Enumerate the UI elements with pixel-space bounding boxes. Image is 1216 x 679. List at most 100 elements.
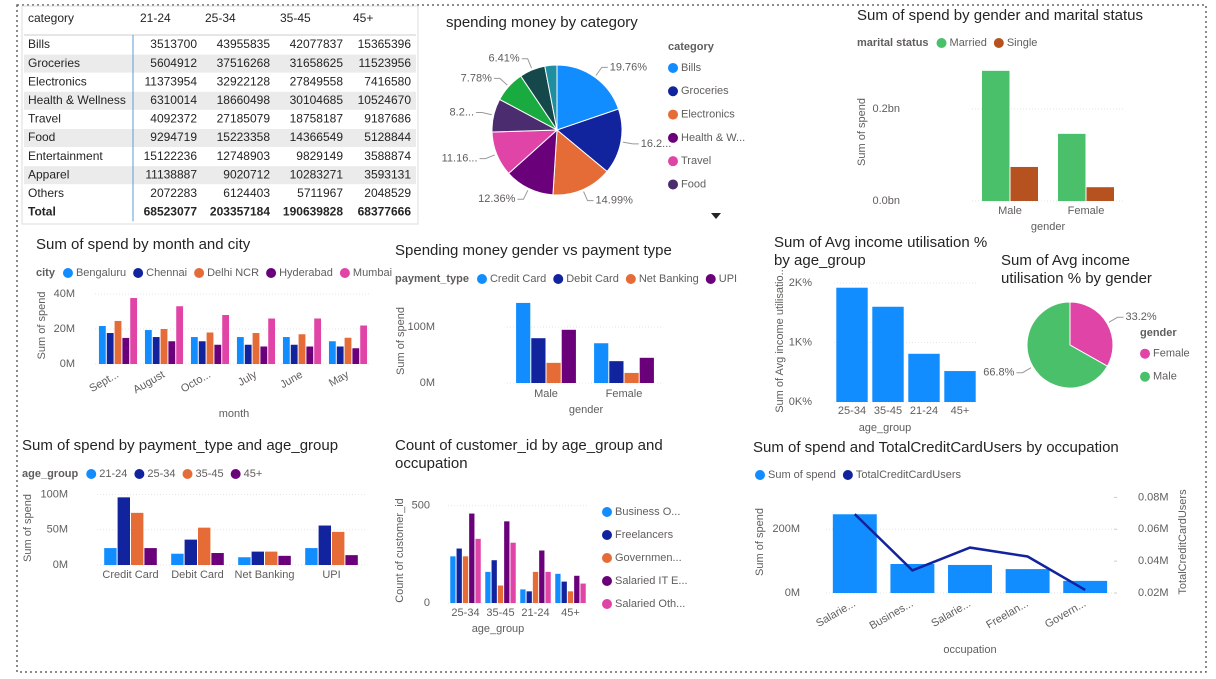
x-axis-title: gender bbox=[569, 404, 604, 416]
row-shade bbox=[24, 166, 416, 185]
bar bbox=[344, 337, 352, 364]
data-label: 11.16... bbox=[442, 153, 478, 165]
x-tick-label: 25-34 bbox=[451, 607, 479, 619]
data-label: 8.2... bbox=[450, 106, 474, 118]
y2-tick-label: 0.02M bbox=[1138, 587, 1169, 599]
legend-marker bbox=[668, 179, 678, 190]
table-cell: 5128844 bbox=[364, 130, 411, 144]
table-header: 45+ bbox=[353, 11, 373, 25]
chart-bar: 0M 50M 100M Sum of spend Credit Card Debit Ca… bbox=[22, 468, 365, 581]
data-label: 33.2% bbox=[1126, 311, 1157, 323]
y2-tick-label: 0.08M bbox=[1138, 491, 1169, 503]
legend-marker bbox=[230, 469, 241, 479]
bar bbox=[144, 330, 152, 364]
y2-axis-title: TotalCreditCardUsers bbox=[1177, 489, 1189, 595]
bar bbox=[318, 525, 331, 565]
bar bbox=[609, 361, 624, 383]
x-tick-label: August bbox=[131, 369, 167, 397]
bar bbox=[1086, 187, 1114, 201]
legend-marker bbox=[602, 599, 612, 609]
data-label: 12.36% bbox=[478, 193, 516, 205]
bar bbox=[510, 542, 516, 603]
pie-slice bbox=[552, 128, 608, 196]
row-label: Travel bbox=[28, 112, 61, 126]
legend-marker bbox=[705, 274, 716, 284]
y-tick-label: 200M bbox=[772, 523, 800, 535]
y-tick-label: 100M bbox=[407, 321, 435, 333]
leader-line bbox=[476, 111, 492, 116]
row-shade bbox=[24, 129, 416, 147]
x-tick-label: Male bbox=[534, 388, 558, 400]
bar bbox=[268, 318, 276, 364]
bar bbox=[328, 341, 336, 364]
table: category 21-24 25-34 35-45 45+ Bills 3513700 43… bbox=[24, 11, 416, 222]
x-tick-label: 25-34 bbox=[838, 405, 866, 417]
leader-line bbox=[595, 66, 608, 76]
y-tick-label: 500 bbox=[412, 500, 430, 512]
bar bbox=[260, 346, 268, 364]
x-tick-label: Sept... bbox=[87, 369, 121, 395]
table-cell: 11373954 bbox=[145, 74, 198, 88]
y-tick-label: 0 bbox=[424, 597, 430, 609]
x-tick-label: Salarie... bbox=[929, 598, 973, 630]
y-tick-label: 0M bbox=[785, 587, 800, 599]
bar bbox=[532, 571, 539, 603]
legend-label: Single bbox=[1007, 37, 1038, 49]
total-cell: 68377666 bbox=[358, 205, 412, 219]
legend-marker bbox=[134, 469, 145, 479]
chart-title: Spending money gender vs payment type bbox=[395, 242, 672, 259]
legend-marker bbox=[668, 156, 678, 167]
bar bbox=[332, 531, 345, 565]
data-label: 19.76% bbox=[610, 61, 648, 73]
bar bbox=[475, 538, 481, 603]
page-frame bbox=[16, 4, 1207, 673]
table-cell: 31658625 bbox=[290, 56, 344, 70]
legend-label: 21-24 bbox=[99, 468, 127, 480]
bar bbox=[336, 346, 344, 364]
legend-title: marital status bbox=[857, 37, 929, 49]
pie-slice bbox=[1069, 301, 1114, 367]
bar bbox=[198, 341, 206, 364]
table-header: 35-45 bbox=[280, 11, 311, 25]
row-label: Health & Wellness bbox=[28, 93, 126, 107]
legend-label: Food bbox=[681, 178, 706, 190]
chart-title: Sum of Avg income utilisation % by age_g… bbox=[774, 234, 988, 269]
table-header: category bbox=[28, 11, 74, 25]
chart-pie: 19.76% 16.2... 14.99% 12.36% 11.16... 8.2... 7… bbox=[442, 41, 746, 207]
x-tick-label: June bbox=[278, 369, 305, 391]
legend-title: category bbox=[668, 41, 715, 53]
table-cell: 18758187 bbox=[290, 112, 344, 126]
y-axis-title: Sum of spend bbox=[22, 494, 34, 562]
row-shade bbox=[24, 54, 416, 73]
y-tick-label: 0M bbox=[53, 559, 68, 571]
bar bbox=[211, 553, 224, 565]
bar bbox=[1058, 133, 1086, 201]
table-cell: 11523956 bbox=[359, 56, 412, 70]
legend-marker bbox=[993, 38, 1004, 48]
bar bbox=[345, 555, 358, 565]
pie-slice bbox=[544, 64, 558, 131]
table-cell: 30104685 bbox=[290, 93, 344, 107]
bar bbox=[567, 591, 574, 603]
y-tick-label: 20M bbox=[54, 323, 75, 335]
bar bbox=[171, 553, 184, 565]
bar bbox=[98, 326, 106, 364]
table-header: 25-34 bbox=[205, 11, 236, 25]
legend-marker bbox=[133, 268, 144, 278]
table-cell: 2048529 bbox=[364, 186, 411, 200]
legend-label: Bengaluru bbox=[76, 267, 126, 279]
table-cell: 15365396 bbox=[358, 37, 412, 51]
bar bbox=[214, 344, 222, 364]
legend-label: Sum of spend bbox=[768, 469, 836, 481]
legend-scroll-arrow[interactable] bbox=[711, 213, 721, 219]
bar bbox=[594, 343, 609, 383]
x-tick-label: 35-45 bbox=[874, 405, 902, 417]
total-cell: 68523077 bbox=[144, 205, 198, 219]
legend-marker bbox=[339, 268, 350, 278]
table-cell: 9020712 bbox=[223, 167, 270, 181]
table-cell: 12748903 bbox=[217, 149, 271, 163]
bar bbox=[526, 591, 532, 603]
y-axis-title: Sum of spend bbox=[856, 98, 868, 166]
x-tick-label: Freelan... bbox=[984, 598, 1030, 632]
x-tick-label: Govern... bbox=[1043, 598, 1088, 631]
